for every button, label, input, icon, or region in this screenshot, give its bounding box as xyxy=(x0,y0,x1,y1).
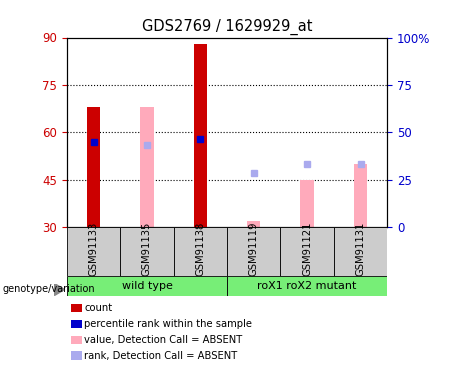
Bar xyxy=(227,227,280,276)
Bar xyxy=(67,276,227,296)
Text: GSM91131: GSM91131 xyxy=(355,222,366,276)
Bar xyxy=(280,227,334,276)
Bar xyxy=(67,227,120,276)
Text: GSM91119: GSM91119 xyxy=(249,222,259,276)
Bar xyxy=(174,227,227,276)
Text: count: count xyxy=(84,303,112,313)
Bar xyxy=(301,180,314,227)
Bar xyxy=(227,276,387,296)
Bar xyxy=(120,227,174,276)
Text: wild type: wild type xyxy=(122,281,172,291)
Text: percentile rank within the sample: percentile rank within the sample xyxy=(84,319,252,329)
Polygon shape xyxy=(54,284,65,296)
Text: roX1 roX2 mutant: roX1 roX2 mutant xyxy=(257,281,357,291)
Text: value, Detection Call = ABSENT: value, Detection Call = ABSENT xyxy=(84,335,242,345)
Bar xyxy=(354,164,367,227)
Bar xyxy=(140,107,154,227)
Text: rank, Detection Call = ABSENT: rank, Detection Call = ABSENT xyxy=(84,351,237,360)
Text: genotype/variation: genotype/variation xyxy=(2,285,95,294)
Bar xyxy=(334,227,387,276)
Text: GSM91135: GSM91135 xyxy=(142,222,152,276)
Text: GSM91133: GSM91133 xyxy=(89,222,99,276)
Text: GSM91121: GSM91121 xyxy=(302,222,312,276)
Bar xyxy=(247,220,260,227)
Title: GDS2769 / 1629929_at: GDS2769 / 1629929_at xyxy=(142,18,312,35)
Bar xyxy=(87,107,100,227)
Bar xyxy=(194,44,207,227)
Text: GSM91138: GSM91138 xyxy=(195,222,205,276)
